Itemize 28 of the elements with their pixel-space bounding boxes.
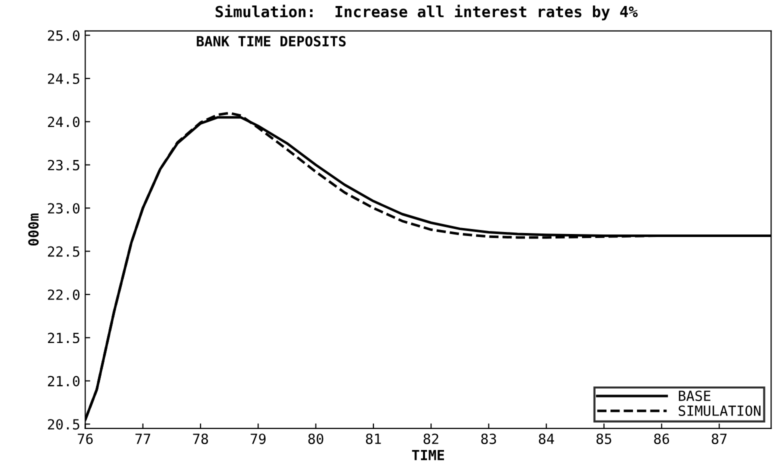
y-tick-label: 24.5 [48,73,80,84]
y-tick-label: 20.5 [48,419,80,430]
y-tick-label: 22.5 [48,246,80,257]
x-tick-label: 83 [481,434,496,444]
x-tick-label: 76 [78,434,93,444]
x-axis-title: TIME [412,450,444,460]
x-tick-label: 78 [193,434,208,444]
x-tick-label: 82 [424,434,438,444]
x-tick-label: 79 [250,434,266,444]
y-axis-title: 000m [28,213,39,246]
x-tick-label: 85 [596,434,612,444]
y-tick-label: 21.0 [48,376,80,386]
y-tick-label: 22.0 [48,289,80,300]
x-tick-label: 80 [308,434,324,444]
y-tick-label: 24.0 [48,116,80,128]
y-tick-label: 25.0 [48,30,80,41]
legend-label: SIMULATION [678,405,760,416]
x-tick-label: 81 [366,434,381,444]
y-tick-label: 23.5 [48,160,80,170]
legend-label: BASE [678,390,710,402]
y-tick-label: 23.0 [48,203,80,214]
x-tick-label: 84 [538,434,554,444]
x-tick-label: 87 [712,434,727,444]
x-tick-label: 77 [135,434,150,444]
chart-title: Simulation: Increase all interest rates by 4% [216,4,638,20]
y-tick-label: 21.5 [48,332,80,344]
chart-subtitle: BANK TIME DEPOSITS [196,36,346,46]
x-tick-label: 86 [654,434,670,444]
